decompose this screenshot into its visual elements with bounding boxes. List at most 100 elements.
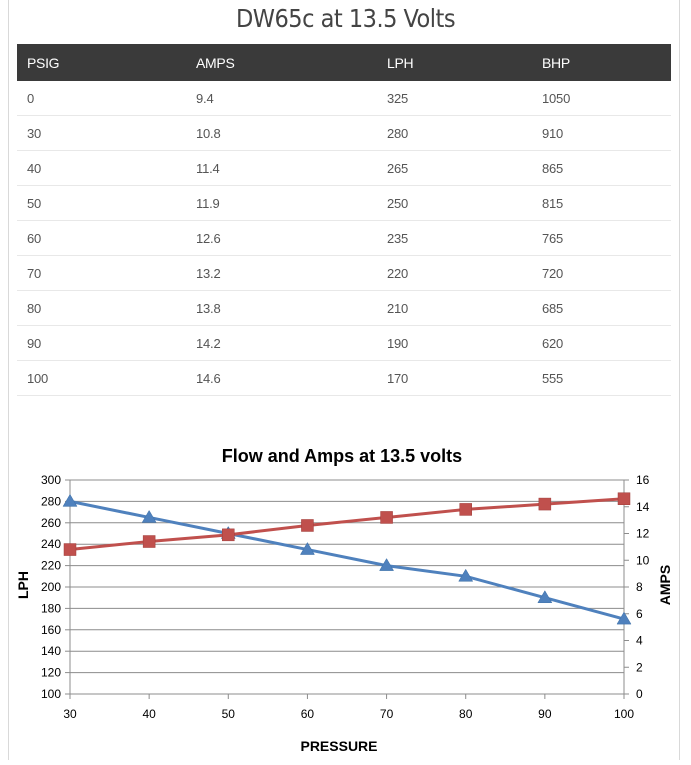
data-point-triangle: [299, 542, 315, 555]
data-point-triangle: [537, 590, 553, 603]
y2-tick-label: 12: [636, 527, 650, 541]
table-cell: 190: [377, 325, 532, 361]
y-tick-label: 160: [41, 623, 61, 637]
table-cell: 100: [17, 360, 186, 396]
y2-tick-label: 8: [636, 580, 643, 594]
table-cell: 325: [377, 81, 532, 116]
table-cell: 210: [377, 290, 532, 326]
table-cell: 250: [377, 185, 532, 221]
y-tick-label: 240: [41, 537, 61, 551]
table-cell: 0: [17, 81, 186, 116]
series-line-1: [69, 497, 625, 552]
table-cell: 11.4: [186, 150, 377, 186]
data-point-square: [617, 492, 631, 505]
y2-tick-label: 2: [636, 660, 643, 674]
data-point-square: [142, 535, 156, 548]
chart-axes: 100 120 140 160 180 200 220 240 260 280 300 0 2 4 6 8 10…: [41, 473, 650, 721]
table-cell: 815: [532, 185, 671, 221]
table-cell: 620: [532, 325, 671, 361]
table-cell: 14.2: [186, 325, 377, 361]
table-cell: 170: [377, 360, 532, 396]
y-axis-label-right: AMPS: [657, 565, 673, 605]
table-cell: 11.9: [186, 185, 377, 221]
y-tick-label: 180: [41, 601, 61, 615]
page-title: DW65c at 13.5 Volts: [235, 4, 456, 33]
y-tick-label: 300: [41, 473, 61, 487]
y-tick-label: 220: [41, 559, 61, 573]
table-cell: 220: [377, 255, 532, 291]
data-point-triangle: [458, 568, 474, 582]
data-point-triangle: [62, 493, 78, 507]
spec-table: PSIG AMPS LPH BHP 0 9.4 325 1050 30 10.8 280 91…: [17, 44, 671, 396]
table-cell: 80: [17, 290, 186, 326]
table-cell: 13.2: [186, 255, 377, 291]
chart-gridlines: [70, 479, 624, 695]
y-tick-label: 120: [41, 666, 61, 680]
data-point-square: [222, 528, 235, 542]
data-point-triangle: [616, 611, 632, 625]
table-cell: 10.8: [186, 115, 377, 151]
table-body: 0 9.4 325 1050 30 10.8 280 910 40 11.4 265 865 50 11.…: [17, 81, 671, 396]
table-cell: 12.6: [186, 220, 377, 256]
y-tick-label: 140: [41, 644, 61, 658]
table-cell: 720: [532, 255, 671, 291]
y-tick-label: 100: [41, 687, 61, 701]
table-cell: 40: [17, 150, 186, 186]
table-cell: 1050: [532, 81, 671, 116]
table-row: 70 13.2 220 720: [17, 255, 671, 291]
x-tick-label: 100: [614, 707, 634, 721]
x-tick-label: 30: [63, 707, 77, 721]
x-tick-label: 80: [459, 707, 473, 721]
column-header-lph: LPH: [377, 44, 532, 81]
column-header-psig: PSIG: [17, 44, 186, 81]
y-tick-label: 200: [41, 580, 61, 594]
data-point-square: [538, 497, 552, 511]
column-header-bhp: BHP: [532, 44, 671, 81]
series-line-0: [69, 499, 625, 621]
table-cell: 60: [17, 220, 186, 256]
table-cell: 555: [532, 360, 671, 396]
x-tick-label: 60: [301, 707, 315, 721]
data-point-square: [380, 511, 393, 524]
table-row: 60 12.6 235 765: [17, 220, 671, 256]
x-tick-label: 50: [222, 707, 236, 721]
y2-tick-label: 14: [636, 500, 650, 514]
y2-tick-label: 0: [636, 687, 643, 701]
table-cell: 14.6: [186, 360, 377, 396]
x-tick-label: 90: [538, 707, 552, 721]
data-point-triangle: [141, 509, 157, 523]
data-point-square: [301, 519, 314, 532]
table-row: 90 14.2 190 620: [17, 325, 671, 361]
data-point-triangle: [379, 558, 395, 571]
table-row: 80 13.8 210 685: [17, 290, 671, 326]
table-row: 0 9.4 325 1050: [17, 81, 671, 116]
column-header-amps: AMPS: [186, 44, 377, 81]
table-cell: 50: [17, 185, 186, 221]
y2-tick-label: 10: [636, 553, 650, 567]
y2-tick-label: 4: [636, 634, 643, 648]
table-cell: 13.8: [186, 290, 377, 326]
y2-tick-label: 16: [636, 473, 650, 487]
chart-title: Flow and Amps at 13.5 volts: [222, 446, 462, 466]
table-cell: 235: [377, 220, 532, 256]
table-row: 50 11.9 250 815: [17, 185, 671, 221]
chart-series: [62, 492, 632, 625]
chart-svg: 100 120 140 160 180 200 220 240 260 280 300 0 2 4 6 8 10…: [15, 446, 673, 754]
flow-amps-chart: 100 120 140 160 180 200 220 240 260 280 300 0 2 4 6 8 10…: [8, 440, 680, 760]
table-cell: 70: [17, 255, 186, 291]
table-cell: 910: [532, 115, 671, 151]
data-point-square: [63, 543, 77, 556]
table-header-row: PSIG AMPS LPH BHP: [17, 44, 671, 81]
table-cell: 30: [17, 115, 186, 151]
table-cell: 90: [17, 325, 186, 361]
content-frame: [8, 0, 680, 760]
table-cell: 865: [532, 150, 671, 186]
y-axis-label-left: LPH: [15, 571, 31, 599]
table-cell: 9.4: [186, 81, 377, 116]
table-row: 30 10.8 280 910: [17, 115, 671, 151]
data-point-square: [459, 503, 472, 516]
y-tick-label: 280: [41, 494, 61, 508]
table-row: 100 14.6 170 555: [17, 360, 671, 396]
x-tick-label: 40: [142, 707, 156, 721]
y2-tick-label: 6: [636, 607, 643, 621]
